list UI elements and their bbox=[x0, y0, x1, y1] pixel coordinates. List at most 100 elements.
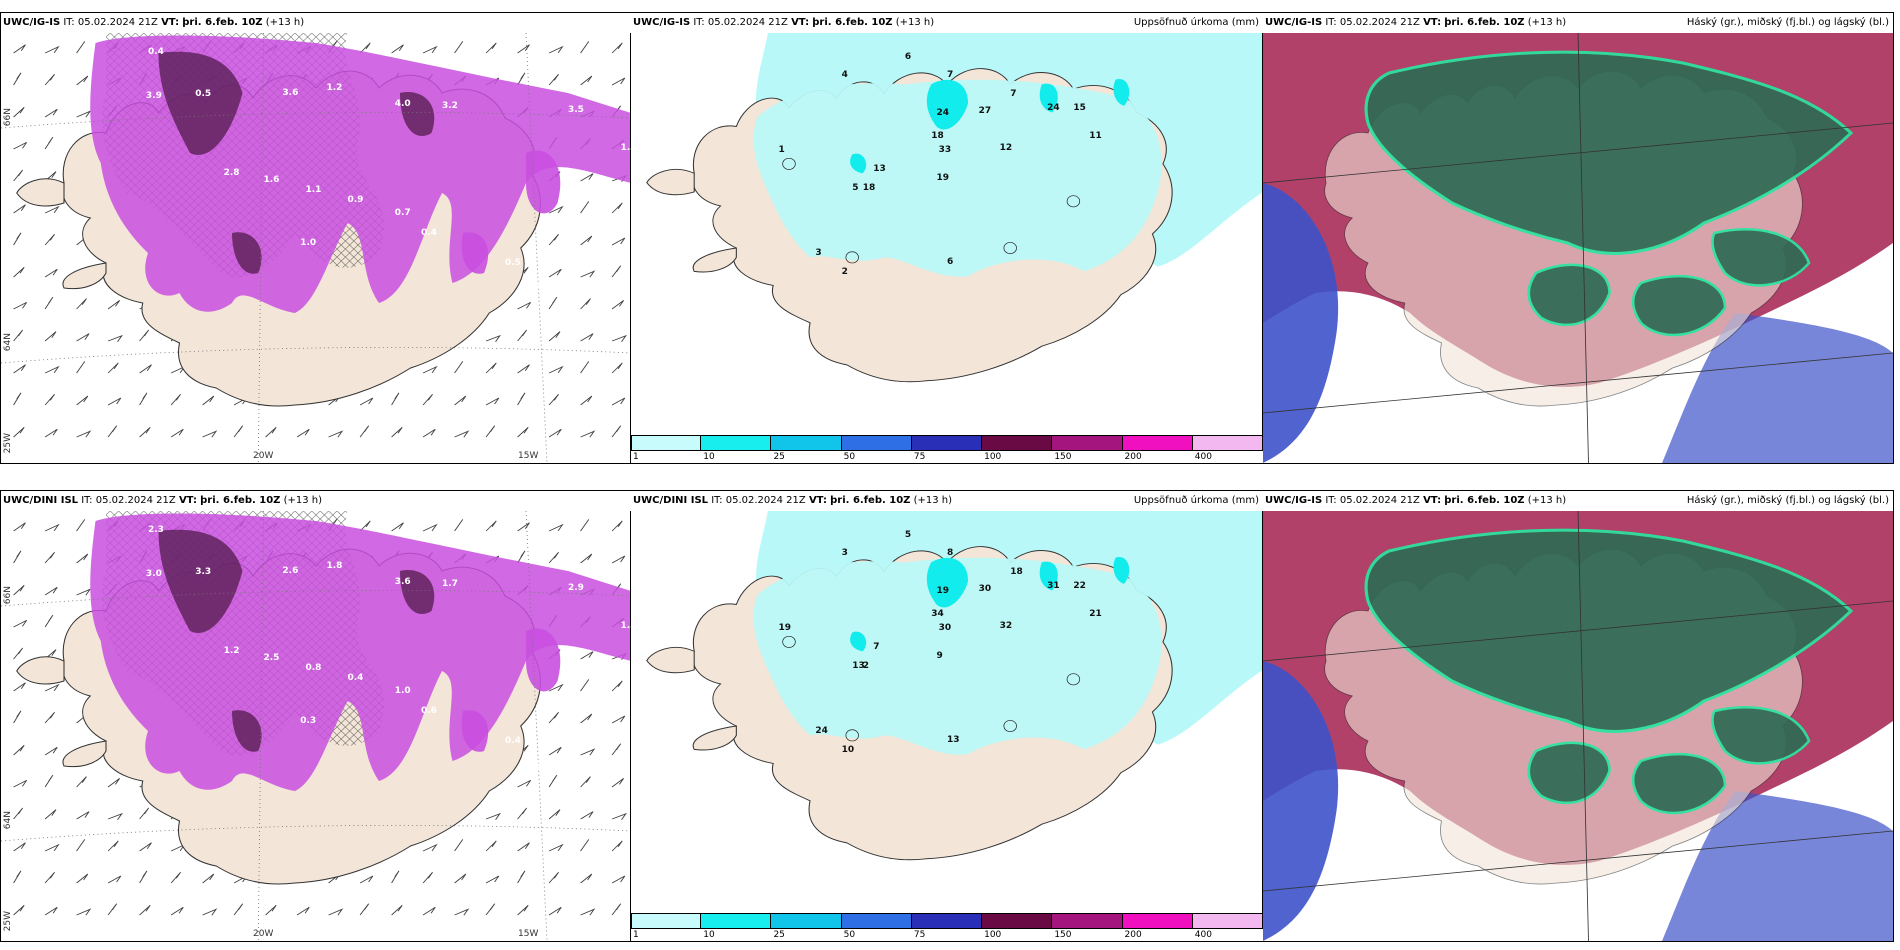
precip-value-label: 7 bbox=[1010, 89, 1017, 100]
precip-value-label: 18 bbox=[1010, 567, 1023, 578]
vt-value: þri. 6.feb. 10Z bbox=[812, 17, 893, 28]
snow-value-label: 3.2 bbox=[442, 101, 458, 111]
precip-value-label: 5 bbox=[904, 529, 912, 540]
it-value: 05.02.2024 21Z bbox=[707, 17, 788, 28]
snow-value-label: 0.5 bbox=[505, 258, 521, 268]
it-value: 05.02.2024 21Z bbox=[77, 17, 158, 28]
precip-value-label: 6 bbox=[904, 51, 912, 62]
colorbar-label: 10 bbox=[703, 930, 715, 940]
it-label: IT: bbox=[1325, 495, 1337, 506]
axis-label: 25W bbox=[3, 433, 13, 454]
snow-value-label: 3.9 bbox=[145, 91, 162, 101]
colorbar-swatch bbox=[701, 913, 772, 929]
field-title: Háský (gr.), miðský (fj.bl.) og lágský (… bbox=[1686, 17, 1889, 28]
lead-time: (+13 h) bbox=[265, 17, 305, 28]
vt-value: þri. 6.feb. 10Z bbox=[830, 495, 911, 506]
precip-value-label: 31 bbox=[1047, 581, 1060, 592]
snow-value-label: 1.6 bbox=[263, 175, 280, 185]
precip-value-label: 7 bbox=[947, 70, 954, 81]
colorbar-label: 1 bbox=[633, 930, 639, 940]
map-canvas bbox=[631, 33, 1263, 435]
snow-value-label: 0.5 bbox=[526, 761, 542, 771]
snow-value-label: 0.3 bbox=[557, 213, 574, 223]
precip-value-label: 4 bbox=[841, 70, 848, 81]
snow-map bbox=[1, 511, 631, 941]
precip-value-label: 5 bbox=[852, 182, 859, 193]
precip-map bbox=[631, 511, 1263, 913]
vt-value: þri. 6.feb. 10Z bbox=[200, 495, 281, 506]
colorbar-swatch bbox=[631, 435, 702, 451]
panel-header: UWC/DINI ISL IT: 05.02.2024 21Z VT: þri.… bbox=[631, 491, 1263, 511]
axis-label: 15W bbox=[518, 929, 539, 939]
precip-value-label: 15 bbox=[1073, 103, 1086, 114]
colorbar-label: 400 bbox=[1194, 930, 1212, 940]
snow-value-label: 0.7 bbox=[394, 208, 411, 218]
field-title: Uppsöfnuð úrkoma (mm) bbox=[1133, 17, 1259, 28]
precip-value-label: 32 bbox=[999, 621, 1013, 632]
colorbar-swatch bbox=[841, 435, 912, 451]
colorbar-label: 100 bbox=[984, 930, 1002, 940]
colorbar-swatch bbox=[1052, 435, 1123, 451]
precip-value-label: 13 bbox=[947, 735, 960, 746]
precip-value-label: 24 bbox=[1047, 103, 1060, 114]
precip-value-label: 19 bbox=[778, 623, 791, 634]
lead-time: (+13 h) bbox=[283, 495, 323, 506]
colorbar-label: 50 bbox=[843, 452, 856, 462]
snow-value-label: 1.1 bbox=[305, 185, 322, 195]
lead-time: (+13 h) bbox=[895, 17, 935, 28]
snow-value-label: 3.0 bbox=[145, 569, 162, 579]
axis-label: 64N bbox=[3, 811, 13, 830]
precip-value-label: 24 bbox=[815, 726, 828, 737]
vt-label: VT: bbox=[1423, 495, 1442, 506]
precip-panel-igis: UWC/IG-IS IT: 05.02.2024 21Z VT: þri. 6.… bbox=[630, 12, 1264, 464]
snow-value-label: 0.6 bbox=[421, 706, 437, 716]
colorbar-label: 150 bbox=[1054, 930, 1072, 940]
field-title: Háský (gr.), miðský (fj.bl.) og lágský (… bbox=[1686, 495, 1889, 506]
colorbar-label: 200 bbox=[1124, 452, 1142, 462]
vt-value: þri. 6.feb. 10Z bbox=[1444, 495, 1525, 506]
model-label: UWC/DINI ISL bbox=[633, 495, 709, 506]
snow-value-label: 0.9 bbox=[347, 195, 364, 205]
snow-value-label: 3.6 bbox=[394, 577, 411, 587]
panel-header: UWC/IG-IS IT: 05.02.2024 21Z VT: þri. 6.… bbox=[1, 13, 631, 33]
vt-label: VT: bbox=[161, 17, 180, 28]
snow-value-label: 1.0 bbox=[300, 238, 317, 248]
it-value: 05.02.2024 21Z bbox=[725, 495, 806, 506]
snow-panel-igis: UWC/IG-IS IT: 05.02.2024 21Z VT: þri. 6.… bbox=[0, 12, 632, 464]
it-label: IT: bbox=[1325, 17, 1337, 28]
panel-header: UWC/IG-IS IT: 05.02.2024 21Z VT: þri. 6.… bbox=[1263, 13, 1893, 33]
snow-value-label: 1.8 bbox=[326, 561, 343, 571]
axis-label: 20W bbox=[253, 451, 274, 461]
vt-label: VT: bbox=[808, 495, 827, 506]
model-label: UWC/IG-IS bbox=[633, 17, 691, 28]
vt-value: þri. 6.feb. 10Z bbox=[182, 17, 263, 28]
colorbar-swatch bbox=[771, 913, 842, 929]
colorbar-label: 100 bbox=[984, 452, 1002, 462]
snow-panel-dini: UWC/DINI ISL IT: 05.02.2024 21Z VT: þri.… bbox=[0, 490, 632, 942]
snow-map bbox=[1, 33, 631, 463]
colorbar-frame bbox=[631, 913, 1263, 929]
colorbar-swatch bbox=[771, 435, 842, 451]
precip-panel-dini: UWC/DINI ISL IT: 05.02.2024 21Z VT: þri.… bbox=[630, 490, 1264, 942]
colorbar-swatch bbox=[911, 913, 983, 929]
lead-time: (+13 h) bbox=[1527, 495, 1567, 506]
snow-value-label: 2.3 bbox=[148, 525, 164, 535]
snow-value-label: 2.8 bbox=[223, 168, 240, 178]
precip-value-label: 19 bbox=[936, 173, 949, 184]
snow-value-label: 0.5 bbox=[195, 89, 212, 99]
precip-value-label: 30 bbox=[938, 623, 952, 634]
precip-value-label: 13 bbox=[873, 163, 886, 174]
panel-header: UWC/DINI ISL IT: 05.02.2024 21Z VT: þri.… bbox=[1, 491, 631, 511]
map-canvas bbox=[1263, 33, 1893, 463]
colorbar-swatch bbox=[1122, 913, 1193, 929]
precip-value-label: 3 bbox=[841, 548, 848, 559]
snow-value-label: 0.4 bbox=[148, 47, 164, 57]
precip-value-label: 18 bbox=[862, 182, 876, 193]
colorbar-label: 25 bbox=[773, 930, 785, 940]
precip-value-label: 2 bbox=[862, 660, 869, 671]
precip-value-label: 19 bbox=[936, 585, 949, 596]
snow-value-label: 1.7 bbox=[442, 579, 458, 589]
snow-value-label: 3.6 bbox=[282, 88, 299, 98]
cloud-map bbox=[1263, 511, 1893, 941]
vt-value: þri. 6.feb. 10Z bbox=[1444, 17, 1525, 28]
